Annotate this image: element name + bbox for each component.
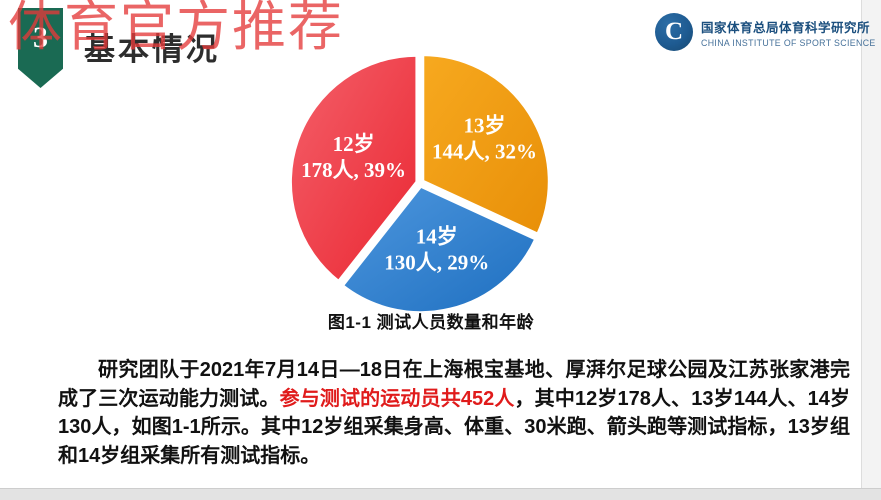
pie-slice-0-value-label: 144人, 32% bbox=[432, 140, 537, 164]
pie-chart-container: 13岁 144人, 32% 14岁 130人, 29% 12岁 178人, 39% bbox=[278, 46, 564, 316]
slide-canvas: 3 基本情况 C 国家体育总局体育科学研究所 CHINA INSTITUTE O… bbox=[0, 0, 875, 488]
pie-slice-2 bbox=[288, 53, 419, 284]
pie-slice-1-category-label: 14岁 bbox=[416, 225, 458, 249]
institute-name-en: CHINA INSTITUTE OF SPORT SCIENCE bbox=[701, 37, 876, 48]
pie-slice-1 bbox=[340, 184, 538, 315]
body-text-part2: ，其中12岁178人、13岁144人、14岁130人，如图1-1所示。其中12岁… bbox=[58, 387, 851, 467]
figure-caption: 图1-1 测试人员数量和年龄 bbox=[327, 313, 535, 332]
pie-slice-2-value-label: 178人, 39% bbox=[301, 158, 406, 182]
body-paragraph: 研究团队于2021年7月14日—18日在上海根宝基地、厚湃尔足球公园及江苏张家港… bbox=[58, 356, 850, 470]
institute-logo: C 国家体育总局体育科学研究所 CHINA INSTITUTE OF SPORT… bbox=[655, 13, 876, 51]
institute-logo-text: 国家体育总局体育科学研究所 CHINA INSTITUTE OF SPORT S… bbox=[701, 17, 876, 48]
body-text-part1: 研究团队于2021年7月14日—18日在上海根宝基地、厚湃尔足球公园及江苏张家港… bbox=[58, 359, 850, 410]
pie-slice-1-value-label: 130人, 29% bbox=[384, 251, 489, 275]
institute-logo-icon: C bbox=[655, 13, 693, 51]
section-number: 3 bbox=[33, 21, 48, 54]
pie-chart: 13岁144人, 32% 14岁130人, 29% 12岁178人, 39% bbox=[288, 52, 552, 315]
institute-name-cn: 国家体育总局体育科学研究所 bbox=[701, 20, 871, 35]
section-number-pennant: 3 bbox=[18, 8, 63, 88]
pie-slice-2-category-label: 12岁 bbox=[333, 132, 375, 156]
body-text-highlight: 参与测试的运动员共452人 bbox=[279, 387, 515, 410]
pie-slice-0-category-label: 13岁 bbox=[464, 114, 506, 138]
pie-slice-0 bbox=[420, 52, 552, 237]
window-bottom-margin bbox=[0, 488, 881, 500]
page-title: 基本情况 bbox=[84, 32, 220, 67]
